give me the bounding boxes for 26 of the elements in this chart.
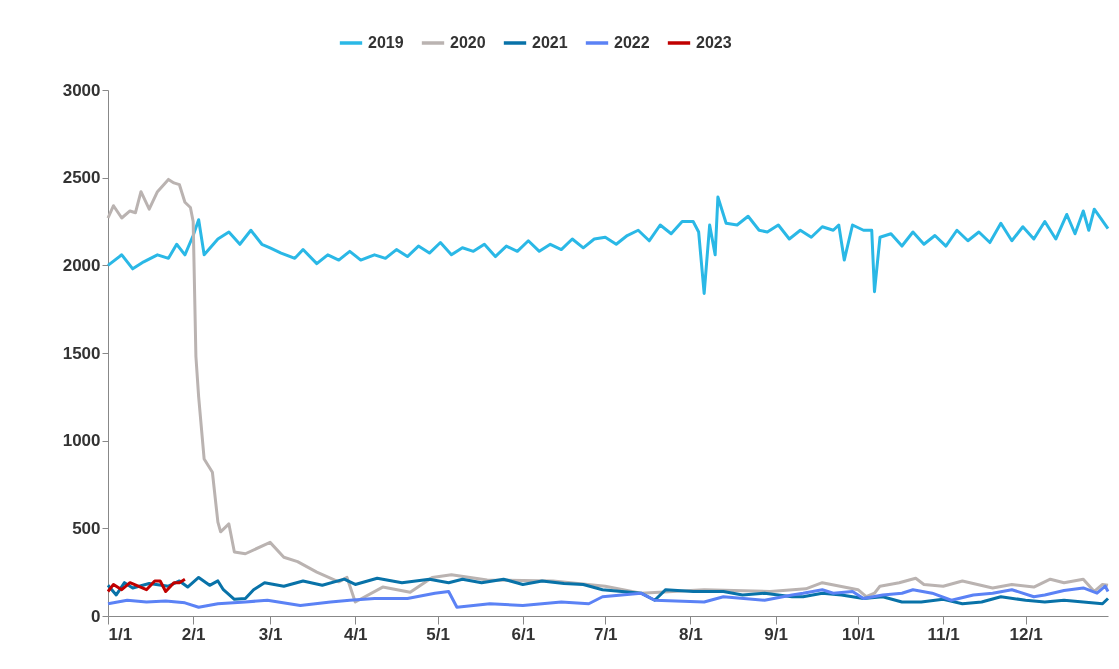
x-tick-label: 3/1 bbox=[258, 624, 283, 644]
y-tick-label: 2000 bbox=[62, 255, 101, 275]
x-tick-label: 2/1 bbox=[181, 624, 206, 644]
x-tick-label: 8/1 bbox=[679, 624, 703, 644]
x-tick-label: 10/1 bbox=[841, 624, 876, 644]
legend-label: 2019 bbox=[368, 34, 404, 51]
legend-label: 2021 bbox=[532, 34, 568, 51]
legend-label: 2023 bbox=[696, 34, 732, 51]
y-tick-label: 2500 bbox=[62, 168, 101, 188]
y-tick-label: 3000 bbox=[62, 80, 101, 100]
y-tick-label: 1000 bbox=[62, 431, 101, 451]
x-tick-label: 12/1 bbox=[1009, 624, 1043, 644]
legend-label: 2020 bbox=[450, 34, 486, 51]
x-tick-label: 7/1 bbox=[593, 624, 618, 644]
x-tick-label: 1/1 bbox=[108, 624, 133, 644]
x-tick-label: 9/1 bbox=[764, 624, 788, 644]
legend-label: 2022 bbox=[614, 34, 650, 51]
y-tick-label: 0 bbox=[91, 606, 101, 626]
x-tick-label: 5/1 bbox=[426, 624, 450, 644]
line-series bbox=[106, 575, 1110, 606]
x-tick-label: 4/1 bbox=[343, 624, 368, 644]
line-series bbox=[106, 577, 187, 593]
x-tick-label: 6/1 bbox=[511, 624, 536, 644]
x-tick-label: 11/1 bbox=[927, 624, 960, 644]
y-tick-label: 500 bbox=[72, 518, 101, 538]
y-tick-label: 1500 bbox=[62, 343, 101, 363]
